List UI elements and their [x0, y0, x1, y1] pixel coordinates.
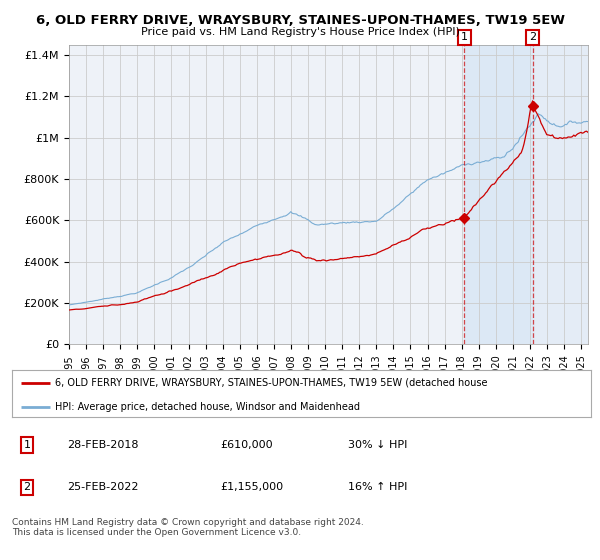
Text: 2: 2 [529, 32, 536, 43]
Text: 28-FEB-2018: 28-FEB-2018 [67, 440, 139, 450]
Text: 6, OLD FERRY DRIVE, WRAYSBURY, STAINES-UPON-THAMES, TW19 5EW (detached house: 6, OLD FERRY DRIVE, WRAYSBURY, STAINES-U… [55, 378, 488, 388]
Text: £610,000: £610,000 [220, 440, 273, 450]
Text: 1: 1 [23, 440, 31, 450]
Text: 6, OLD FERRY DRIVE, WRAYSBURY, STAINES-UPON-THAMES, TW19 5EW: 6, OLD FERRY DRIVE, WRAYSBURY, STAINES-U… [35, 14, 565, 27]
Text: 16% ↑ HPI: 16% ↑ HPI [348, 482, 407, 492]
Text: 25-FEB-2022: 25-FEB-2022 [67, 482, 139, 492]
Bar [464, 45, 533, 344]
Text: Contains HM Land Registry data © Crown copyright and database right 2024.
This d: Contains HM Land Registry data © Crown c… [12, 518, 364, 538]
Text: £1,155,000: £1,155,000 [220, 482, 284, 492]
Text: 2: 2 [23, 482, 31, 492]
Text: 30% ↓ HPI: 30% ↓ HPI [348, 440, 407, 450]
Text: 1: 1 [461, 32, 468, 43]
Text: HPI: Average price, detached house, Windsor and Maidenhead: HPI: Average price, detached house, Wind… [55, 402, 361, 412]
Text: Price paid vs. HM Land Registry's House Price Index (HPI): Price paid vs. HM Land Registry's House … [140, 27, 460, 37]
Bar [533, 45, 590, 344]
